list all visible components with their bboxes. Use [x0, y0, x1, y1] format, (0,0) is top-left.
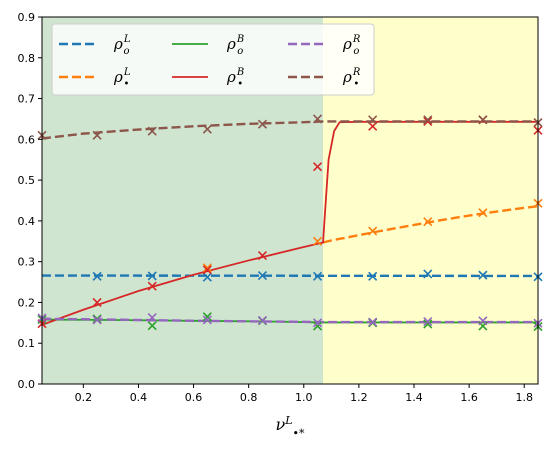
marker-s1-7 — [423, 269, 433, 279]
marker-s6-5 — [257, 119, 268, 129]
marker-s1-3 — [202, 272, 212, 282]
y-tick-label-5: 0.4 — [18, 215, 36, 228]
legend-label-4: ρB • — [226, 67, 244, 90]
y-tick-label-7: 0.6 — [18, 133, 36, 146]
series-line-6 — [42, 120, 538, 140]
x-tick-label-8: 1.6 — [460, 391, 478, 404]
legend: ρL o ρL • ρB o ρB • ρR o ρR • — [51, 23, 375, 96]
legend-label-1: ρL o — [113, 34, 131, 57]
marker-s4-5 — [257, 250, 268, 261]
plot-frame — [41, 16, 539, 385]
marker-s1-1 — [92, 271, 102, 281]
y-tick-label-4: 0.3 — [18, 256, 36, 269]
marker-s5-9 — [478, 316, 488, 326]
series-lines — [42, 120, 538, 326]
marker-s2-5 — [478, 208, 488, 218]
axes: 0.2 0.4 0.6 0.8 1.0 1.2 1.4 1.6 1.8 0.0 0.1 0.2 0.3 0… — [18, 11, 539, 404]
legend-label-5: ρR o — [342, 34, 361, 57]
marker-s1-4 — [257, 270, 268, 281]
marker-s5-5 — [257, 315, 268, 325]
y-tick-label-6: 0.5 — [18, 174, 36, 187]
y-tick-label-9: 0.8 — [18, 52, 36, 65]
marker-s4-3 — [147, 281, 157, 291]
marker-s1-6 — [368, 271, 378, 281]
legend-label-2: ρL • — [113, 67, 131, 90]
x-tick-label-7: 1.4 — [405, 391, 423, 404]
x-axis-label: νL•* — [275, 414, 305, 440]
y-tick-label-2: 0.1 — [18, 337, 36, 350]
marker-s2-1 — [202, 263, 212, 273]
marker-s4-7 — [368, 121, 378, 131]
marker-s5-7 — [368, 317, 378, 327]
marker-s5-6 — [312, 318, 323, 328]
marker-s4-8 — [423, 116, 433, 126]
marker-s1-5 — [312, 271, 323, 281]
x-tick-label-6: 1.2 — [350, 391, 368, 404]
marker-s1-2 — [147, 271, 157, 281]
marker-s3-2 — [92, 314, 102, 324]
marker-s1-8 — [478, 270, 488, 280]
marker-s4-2 — [92, 297, 102, 308]
y-tick-label-8: 0.7 — [18, 93, 36, 106]
y-tick-label-3: 0.2 — [18, 296, 36, 309]
marker-s3-8 — [423, 319, 433, 329]
marker-s6-2 — [92, 130, 102, 140]
x-tick-label-5: 1.0 — [295, 391, 313, 404]
marker-s3-6 — [312, 321, 323, 331]
legend-label-3: ρB o — [226, 34, 244, 57]
x-tick-label-3: 0.6 — [185, 391, 203, 404]
x-tick-label-1: 0.2 — [75, 391, 93, 404]
marker-s2-4 — [423, 217, 433, 227]
marker-s3-4 — [202, 312, 212, 322]
legend-box — [51, 23, 375, 96]
legend-label-6: ρR • — [342, 67, 361, 90]
x-tick-label-2: 0.4 — [130, 391, 148, 404]
marker-s6-6 — [312, 114, 323, 124]
series-line-5 — [42, 317, 538, 324]
marker-s4-4 — [202, 265, 212, 275]
marker-s6-8 — [423, 115, 433, 125]
marker-s6-3 — [147, 126, 157, 136]
marker-s3-3 — [147, 321, 157, 331]
y-tick-label-1: 0.0 — [18, 378, 36, 391]
marker-s5-4 — [202, 315, 212, 325]
marker-s2-2 — [312, 236, 323, 246]
marker-s6-4 — [202, 124, 212, 134]
marker-s4-6 — [312, 162, 323, 172]
marker-s5-8 — [423, 317, 433, 327]
marker-s6-9 — [478, 115, 488, 125]
x-tick-label-9: 1.8 — [515, 391, 533, 404]
y-tick-label-10: 0.9 — [18, 11, 36, 24]
marker-s5-3 — [147, 312, 157, 323]
x-tick-label-4: 0.8 — [240, 391, 258, 404]
marker-s6-7 — [368, 115, 378, 125]
marker-s2-3 — [368, 226, 378, 236]
marker-s5-2 — [92, 315, 102, 325]
